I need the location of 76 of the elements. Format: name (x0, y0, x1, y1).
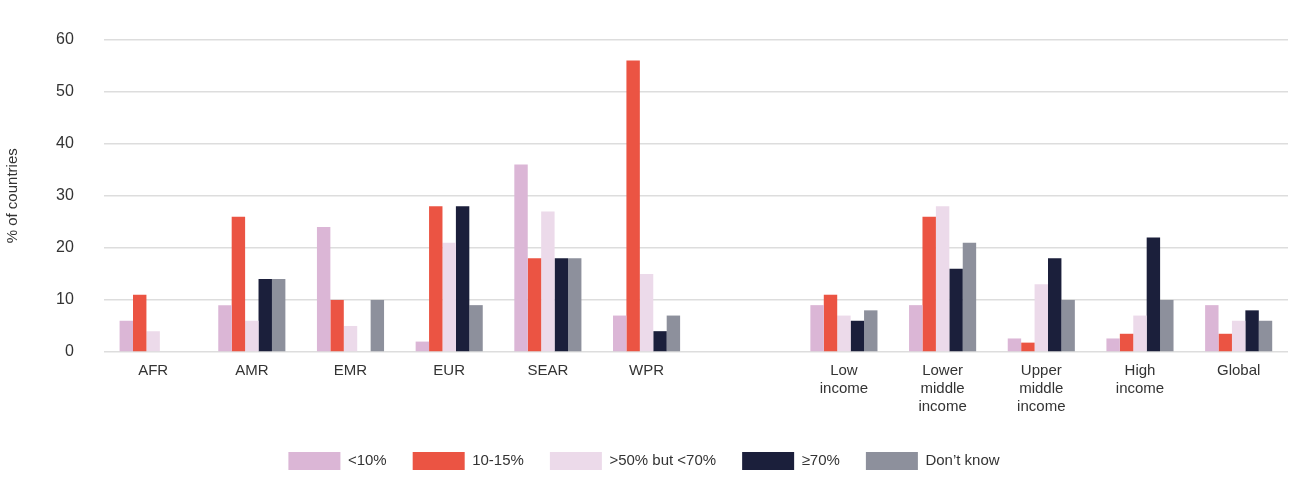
bar (1048, 258, 1062, 352)
bar (343, 325, 358, 352)
x-tick-label: Upper middle income (1017, 361, 1066, 415)
y-tick-label: 60 (56, 30, 74, 48)
bar (1231, 320, 1246, 352)
bar (810, 305, 824, 352)
y-tick-label: 40 (56, 134, 74, 152)
bar (1133, 315, 1147, 352)
x-tick-label: Low income (819, 361, 869, 397)
bar (626, 60, 640, 352)
bar (613, 315, 627, 352)
bar (527, 258, 542, 352)
y-axis-title: % of countries (3, 148, 21, 244)
bar (218, 305, 232, 352)
bar (639, 273, 654, 352)
bar (245, 320, 259, 352)
x-tick-label: AFR (138, 361, 169, 379)
bar (568, 258, 582, 352)
bar (1218, 333, 1232, 352)
legend-label: <10% (347, 451, 387, 469)
bar (133, 294, 147, 352)
bar (837, 315, 851, 352)
y-tick-label: 20 (56, 238, 74, 256)
bar (1007, 338, 1022, 352)
bar (258, 279, 272, 352)
bar (1119, 333, 1134, 352)
y-tick-label: 10 (56, 290, 74, 308)
x-tick-label: AMR (235, 361, 269, 379)
bar (823, 294, 838, 352)
bar (850, 320, 865, 352)
bar (1106, 338, 1120, 352)
bar (1021, 342, 1035, 352)
x-tick-label: Global (1216, 361, 1261, 379)
legend-label: ≥70% (801, 451, 840, 469)
bar (514, 164, 528, 352)
x-tick-label: EUR (433, 361, 466, 379)
bar (429, 206, 443, 352)
bar (1034, 284, 1048, 352)
x-tick-label: High income (1115, 361, 1165, 397)
bar (922, 216, 936, 352)
bar (370, 299, 385, 352)
bar (1146, 237, 1161, 352)
y-tick-label: 50 (56, 82, 74, 100)
bar (935, 206, 950, 352)
bar (1258, 320, 1273, 352)
bar (330, 299, 344, 352)
bar (909, 305, 923, 352)
x-tick-label: EMR (333, 361, 368, 379)
x-tick-label: Lower middle income (918, 361, 967, 415)
bar (864, 310, 878, 352)
bar (146, 331, 160, 352)
bar (1205, 305, 1219, 352)
bar (1245, 310, 1259, 352)
bar (541, 211, 555, 352)
legend-label: 10-15% (472, 451, 524, 469)
bar (442, 242, 456, 352)
bar (455, 206, 470, 352)
bar (469, 305, 483, 352)
bar (666, 315, 681, 352)
bar (962, 242, 977, 352)
bar (1160, 299, 1174, 352)
y-tick-label: 0 (64, 342, 74, 360)
x-tick-label: WPR (629, 361, 665, 379)
x-tick-label: SEAR (527, 361, 569, 379)
bar (1061, 299, 1075, 352)
bar (554, 258, 568, 352)
y-tick-label: 30 (56, 186, 74, 204)
bar (231, 216, 246, 352)
legend-label: Don’t know (925, 451, 1000, 469)
bar (316, 227, 331, 352)
bar (653, 331, 667, 352)
bar (271, 279, 286, 352)
bar (119, 320, 134, 352)
bar (949, 268, 963, 352)
bar (415, 341, 430, 352)
legend-label: >50% but <70% (609, 451, 717, 469)
